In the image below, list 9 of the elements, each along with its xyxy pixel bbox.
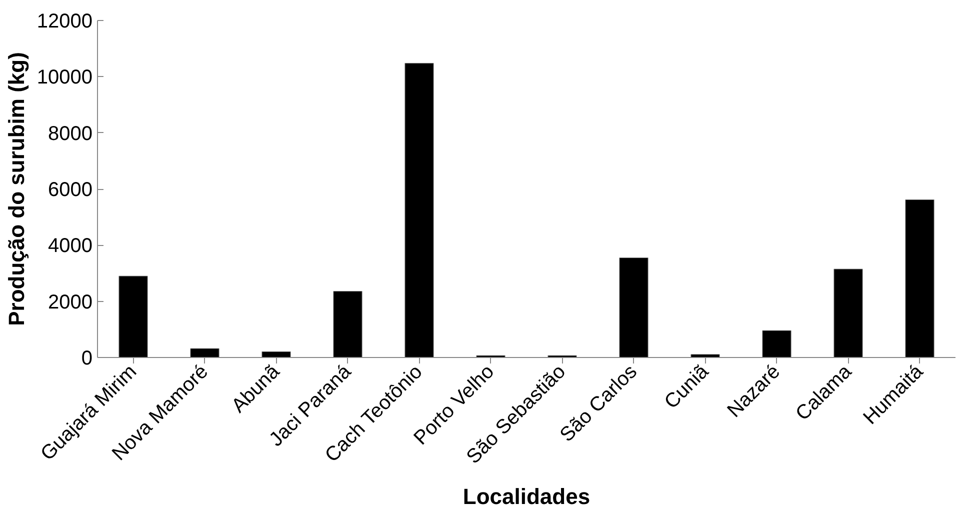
x-axis-title: Localidades xyxy=(462,484,590,510)
y-tick-label: 4000 xyxy=(48,235,93,258)
y-tick-label: 12000 xyxy=(36,10,93,32)
y-tick-label: 10000 xyxy=(36,66,93,89)
y-tick-label: 8000 xyxy=(48,122,93,145)
y-tick-label: 0 xyxy=(81,348,92,370)
y-axis-title: Produção do surubim (kg) xyxy=(4,52,29,326)
y-tick-label: 2000 xyxy=(48,291,93,314)
y-tick-label: 6000 xyxy=(48,179,93,201)
